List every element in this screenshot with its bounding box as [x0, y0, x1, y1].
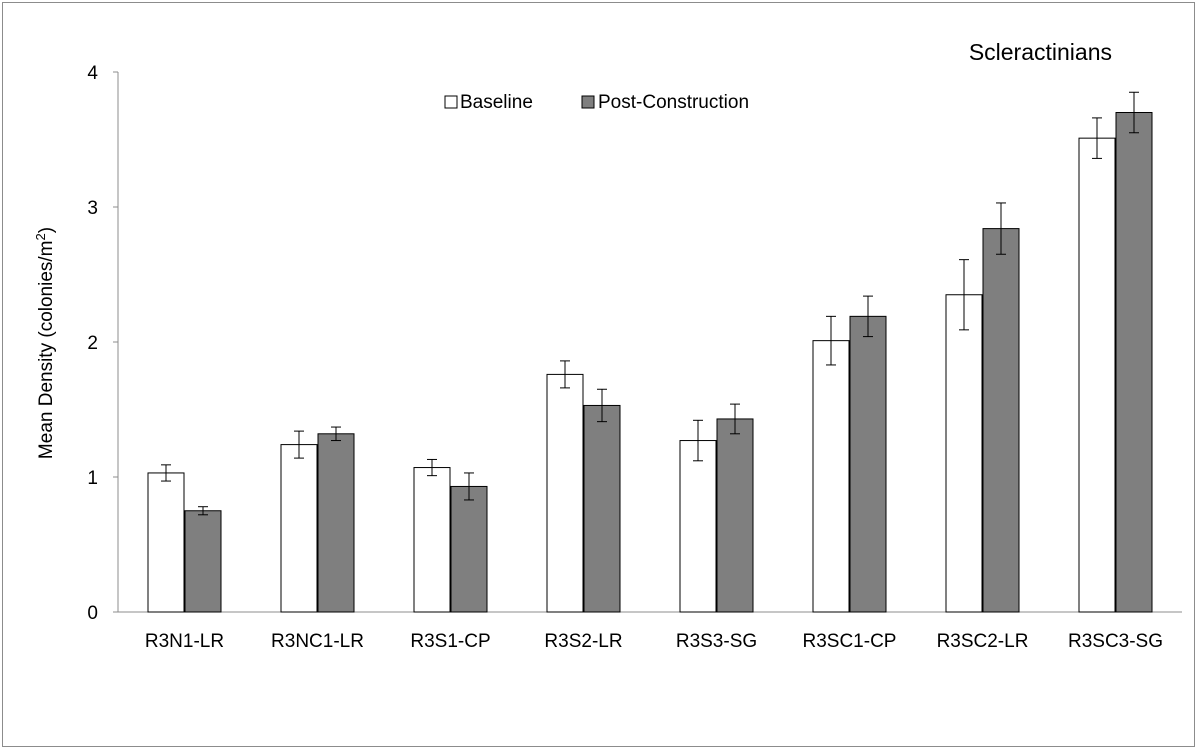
- legend: Baseline Post-Construction: [444, 92, 749, 113]
- y-tick-label: 1: [87, 468, 98, 489]
- bar-post-construction: [716, 418, 754, 613]
- x-category-label: R3S3-SG: [676, 631, 757, 652]
- bar-baseline: [546, 373, 584, 613]
- error-bar: [597, 388, 607, 423]
- error-bar: [464, 472, 474, 501]
- y-axis-label-main: Mean Density (colonies/m: [36, 240, 57, 459]
- error-bar: [826, 315, 836, 366]
- bar-post-construction: [317, 433, 355, 613]
- chart-title: Scleractinians: [969, 39, 1112, 65]
- error-bar: [560, 360, 570, 389]
- bar-post-construction: [583, 404, 621, 613]
- bar-baseline: [413, 467, 451, 613]
- x-categories: R3N1-LR R3NC1-LR R3S1-CP R3S2-LR R3S3-SG R3SC…: [145, 631, 1163, 652]
- legend-swatch-baseline: [444, 95, 458, 109]
- axes: [117, 72, 1182, 613]
- legend-label-post-construction: Post-Construction: [598, 92, 749, 113]
- bar-baseline: [945, 294, 983, 613]
- x-category-label: R3SC1-CP: [803, 631, 897, 652]
- bar-post-construction: [1115, 112, 1153, 613]
- bar-post-construction: [982, 228, 1020, 613]
- y-tick-label: 2: [87, 333, 98, 354]
- legend-label-baseline: Baseline: [460, 92, 533, 113]
- error-bar: [161, 464, 171, 482]
- x-category-label: R3S1-CP: [410, 631, 490, 652]
- bar-post-construction: [450, 485, 488, 613]
- y-tick-label: 4: [87, 63, 98, 84]
- error-bar: [996, 202, 1006, 255]
- bar-post-construction: [184, 510, 222, 613]
- x-category-label: R3SC3-SG: [1068, 631, 1163, 652]
- bars: [147, 91, 1153, 613]
- error-bar: [427, 458, 437, 477]
- error-bar: [294, 430, 304, 459]
- x-category-label: R3NC1-LR: [271, 631, 364, 652]
- legend-swatch-post-construction: [581, 95, 595, 109]
- error-bar: [1092, 117, 1102, 159]
- bar-baseline: [812, 340, 850, 613]
- y-axis-label-superscript: 2: [33, 233, 48, 240]
- y-axis-label: Mean Density (colonies/m2): [33, 227, 57, 459]
- x-category-label: R3N1-LR: [145, 631, 224, 652]
- bar-baseline: [280, 444, 318, 613]
- error-bar: [331, 426, 341, 442]
- y-axis-label-end: ): [36, 227, 57, 233]
- bar-baseline: [147, 472, 185, 613]
- error-bar: [693, 419, 703, 462]
- y-ticks: 0 1 2 3 4: [87, 63, 118, 624]
- bar-baseline: [679, 440, 717, 613]
- error-bar: [730, 403, 740, 435]
- bar-post-construction: [849, 315, 887, 613]
- error-bar: [863, 295, 873, 338]
- error-bar: [1129, 91, 1139, 134]
- y-tick-label: 3: [87, 198, 98, 219]
- error-bar: [959, 259, 969, 331]
- x-category-label: R3SC2-LR: [937, 631, 1029, 652]
- error-bar: [198, 506, 208, 516]
- x-category-label: R3S2-LR: [544, 631, 622, 652]
- y-tick-label: 0: [87, 603, 98, 624]
- bar-baseline: [1078, 137, 1116, 613]
